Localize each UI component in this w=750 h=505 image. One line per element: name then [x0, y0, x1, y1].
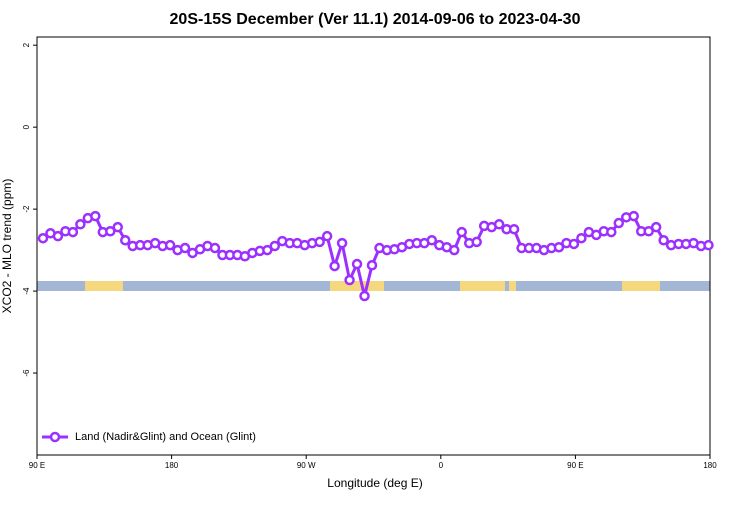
data-point — [209, 242, 221, 254]
x-tick-label: 180 — [165, 461, 179, 470]
data-point — [67, 226, 79, 238]
data-point — [456, 226, 467, 238]
y-tick-label: -4 — [22, 287, 31, 295]
data-point — [508, 223, 520, 235]
data-point — [658, 235, 669, 246]
data-point — [613, 217, 625, 229]
x-axis-label: Longitude (deg E) — [327, 476, 422, 490]
land-band — [509, 281, 516, 291]
data-point — [344, 274, 355, 286]
land-band — [622, 281, 660, 291]
data-point — [52, 230, 64, 242]
land-band — [85, 281, 123, 291]
data-point — [314, 236, 325, 248]
data-point — [262, 244, 273, 256]
data-point — [119, 235, 131, 246]
data-point — [449, 244, 460, 256]
land-band — [330, 281, 384, 291]
data-point — [90, 210, 101, 222]
data-point — [329, 260, 340, 272]
data-point — [576, 232, 587, 244]
data-point — [37, 232, 49, 244]
y-tick-label: -6 — [22, 369, 31, 377]
data-point — [643, 225, 654, 237]
land-band — [460, 281, 505, 291]
surface-band — [37, 281, 710, 291]
data-point — [471, 236, 482, 248]
x-tick-label: 180 — [703, 461, 717, 470]
y-tick-label: 0 — [22, 124, 31, 129]
data-point — [179, 242, 191, 254]
data-point — [75, 219, 86, 230]
data-point — [359, 290, 370, 302]
data-point — [336, 237, 348, 249]
data-point — [351, 258, 363, 270]
legend-label: Land (Nadir&Glint) and Ocean (Glint) — [75, 431, 256, 443]
legend: Land (Nadir&Glint) and Ocean (Glint) — [42, 431, 256, 443]
chart-title: 20S-15S December (Ver 11.1) 2014-09-06 t… — [170, 11, 581, 28]
legend-marker — [49, 431, 61, 443]
data-point — [493, 219, 505, 230]
data-point — [703, 239, 714, 251]
x-tick-label: 90 W — [297, 461, 316, 470]
data-point — [568, 238, 580, 250]
data-point — [606, 226, 617, 238]
data-point — [426, 235, 438, 246]
y-tick-label: 2 — [22, 42, 31, 47]
data-point — [269, 240, 281, 252]
data-point — [366, 260, 378, 271]
data-point — [112, 221, 124, 233]
x-tick-label: 0 — [439, 461, 444, 470]
data-point — [628, 210, 639, 222]
data-point — [164, 239, 176, 251]
y-tick-label: -2 — [22, 205, 31, 213]
x-tick-label: 90 E — [567, 461, 583, 470]
y-axis-label: XCO2 - MLO trend (ppm) — [0, 179, 14, 314]
data-point — [553, 241, 565, 253]
data-point — [650, 221, 662, 233]
x-tick-label: 90 E — [29, 461, 45, 470]
data-point — [321, 230, 333, 242]
data-point — [105, 225, 116, 237]
